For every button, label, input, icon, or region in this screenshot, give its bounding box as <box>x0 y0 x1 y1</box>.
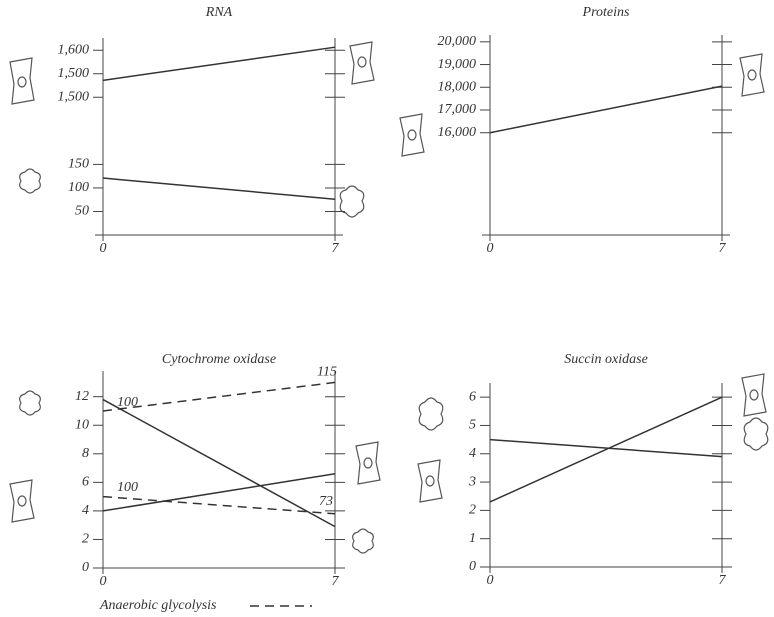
cell-icon <box>742 374 766 416</box>
y-tick-label: 6 <box>82 475 89 490</box>
y-tick-label: 3 <box>468 474 476 489</box>
cell-icon <box>350 42 374 84</box>
y-tick-label: 19,000 <box>438 57 477 72</box>
chart-title: Succin oxidase <box>564 352 648 367</box>
cell-icon <box>20 391 41 415</box>
x-tick-label: 0 <box>487 573 494 588</box>
chart-title: RNA <box>205 5 233 20</box>
cell-icon <box>748 70 756 80</box>
y-tick-label: 5 <box>469 418 476 433</box>
cell-icon <box>426 476 434 486</box>
y-tick-label: 4 <box>82 503 89 518</box>
y-tick-label: 20,000 <box>438 34 477 49</box>
chart-title: Cytochrome oxidase <box>162 352 276 367</box>
cell-icon <box>419 398 443 430</box>
cell-icon <box>20 169 41 193</box>
y-tick-label: 8 <box>82 446 89 461</box>
chart-title: Proteins <box>582 5 630 20</box>
cell-icon <box>358 57 366 67</box>
x-tick-label: 0 <box>487 241 494 256</box>
y-tick-label: 1,500 <box>58 66 90 81</box>
x-tick-label: 7 <box>719 241 727 256</box>
series-line <box>103 400 335 527</box>
y-tick-label: 2 <box>469 503 476 518</box>
y-tick-label: 17,000 <box>438 102 477 117</box>
cell-icon <box>400 114 424 156</box>
series-line <box>490 440 722 457</box>
x-tick-label: 0 <box>100 241 107 256</box>
cell-icon <box>408 130 416 140</box>
y-tick-label: 6 <box>469 389 476 404</box>
y-tick-label: 4 <box>469 446 476 461</box>
series-line <box>490 86 722 133</box>
cell-icon <box>744 418 768 450</box>
y-tick-label: 100 <box>68 180 89 195</box>
cell-icon <box>364 458 372 468</box>
x-tick-label: 7 <box>719 573 727 588</box>
cell-icon <box>18 496 26 506</box>
y-tick-label: 16,000 <box>438 125 477 140</box>
y-tick-label: 1 <box>469 531 476 546</box>
legend-label: Anaerobic glycolysis <box>99 598 217 613</box>
y-tick-label: 1,600 <box>58 42 90 57</box>
cell-icon <box>356 442 380 484</box>
cell-icon <box>418 460 442 502</box>
y-tick-label: 0 <box>469 559 476 574</box>
series-line <box>490 397 722 502</box>
y-tick-label: 50 <box>75 204 89 219</box>
y-tick-label: 1,500 <box>58 89 90 104</box>
y-tick-label: 18,000 <box>438 79 477 94</box>
cell-icon <box>340 186 364 217</box>
cell-icon <box>10 58 34 104</box>
cell-icon <box>353 529 374 553</box>
series-line <box>103 47 335 80</box>
y-tick-label: 12 <box>75 389 89 404</box>
annotation: 100 <box>117 480 138 495</box>
cell-icons <box>10 42 768 553</box>
annotation: 73 <box>319 494 333 509</box>
annotation: 115 <box>317 365 337 380</box>
y-tick-label: 10 <box>75 417 89 432</box>
y-tick-label: 2 <box>82 532 89 547</box>
annotation: 100 <box>117 395 138 410</box>
y-tick-label: 0 <box>82 560 89 575</box>
cell-icon <box>18 77 26 87</box>
figure: RNA501001501,5001,5001,60007Proteins16,0… <box>0 0 774 617</box>
cell-icon <box>10 480 34 522</box>
cell-icon <box>750 390 758 400</box>
x-tick-label: 7 <box>332 241 340 256</box>
series-line <box>103 178 335 199</box>
y-tick-label: 150 <box>68 157 89 172</box>
cell-icon <box>740 54 764 96</box>
x-tick-label: 0 <box>100 574 107 589</box>
x-tick-label: 7 <box>332 574 340 589</box>
